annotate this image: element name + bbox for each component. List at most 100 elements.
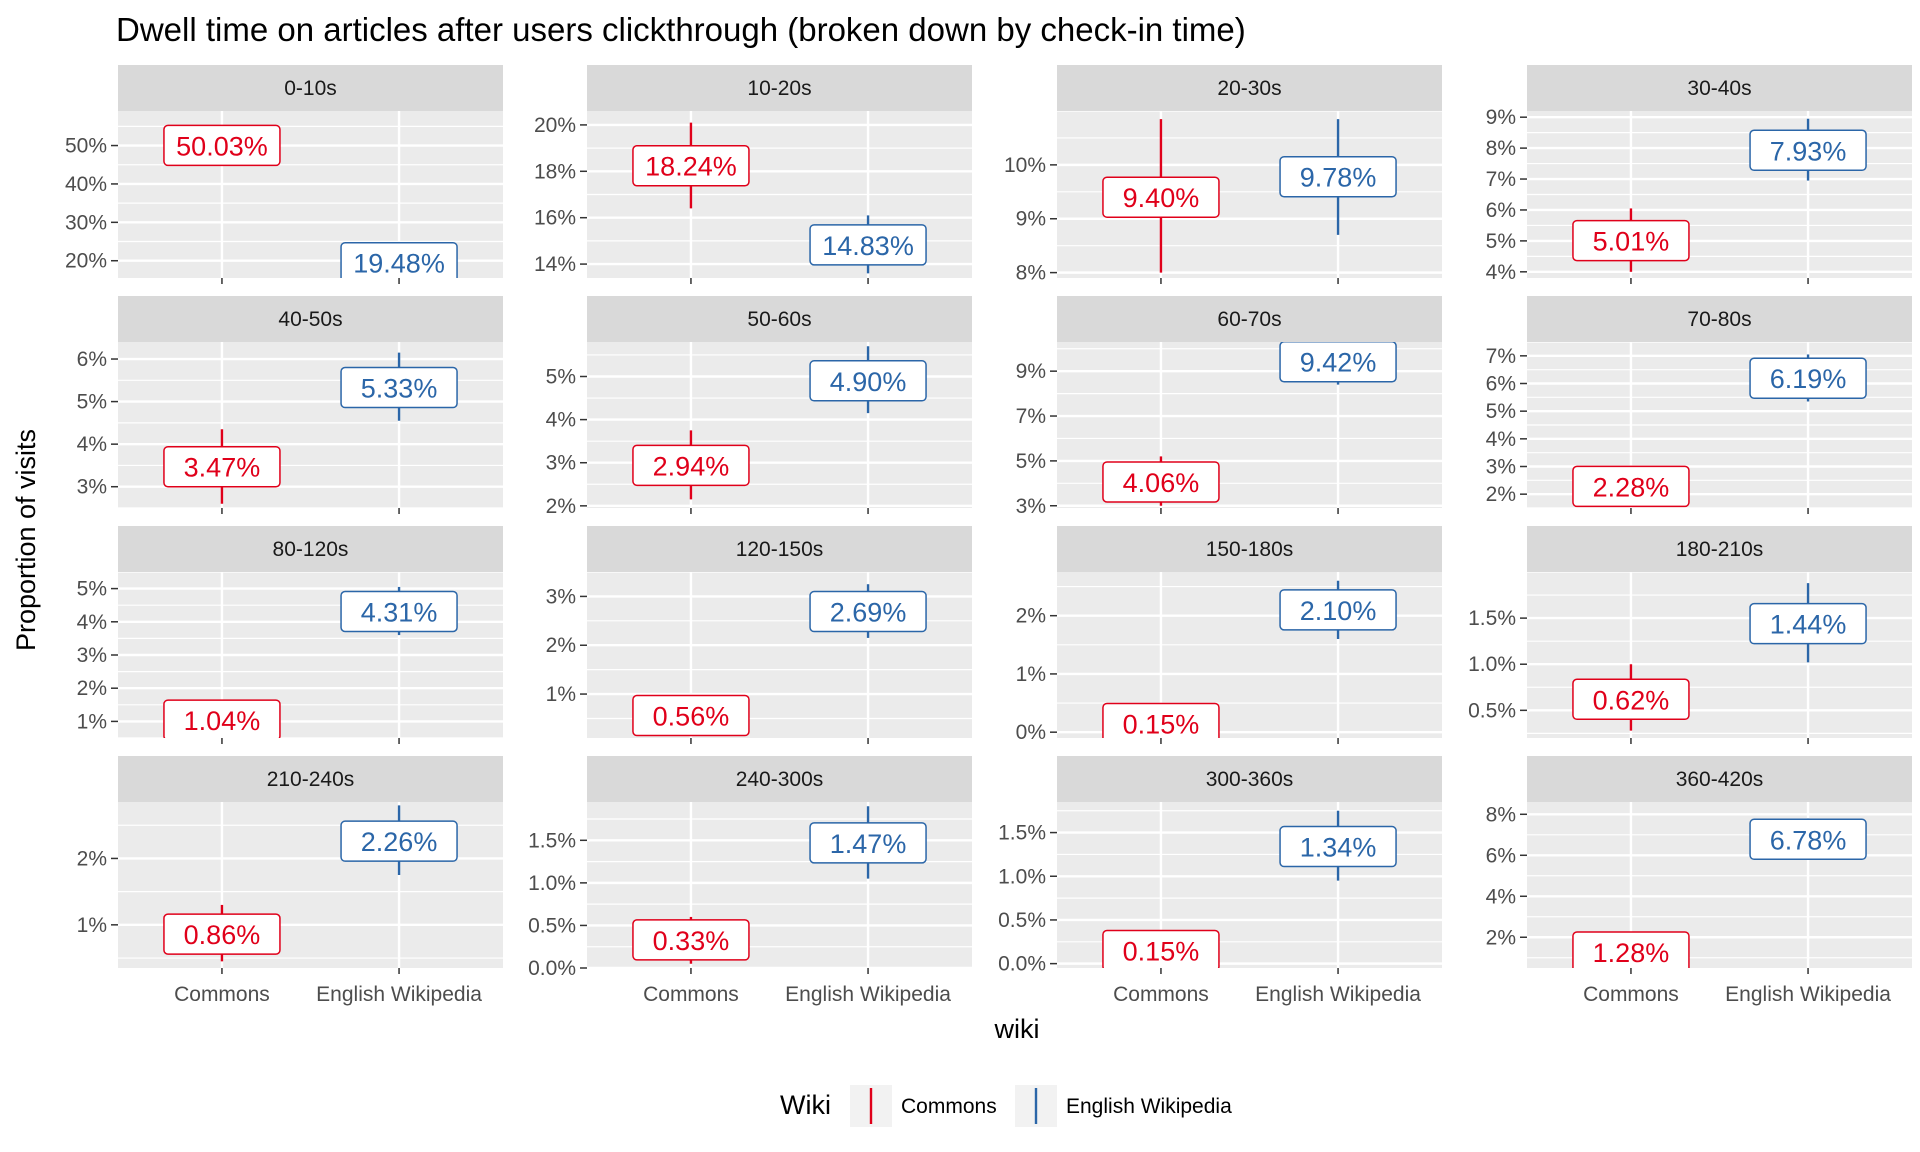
facet-strip-label: 180-210s: [1676, 538, 1764, 561]
data-label-box: [340, 820, 458, 862]
y-tick-label: 6%: [1486, 373, 1516, 396]
y-tick-label: 0.0%: [998, 953, 1046, 976]
data-label: 2.69%: [830, 598, 907, 628]
y-tick-label: 6%: [77, 348, 107, 371]
y-tick-label: 0.0%: [528, 957, 576, 980]
y-tick-label: 6%: [1486, 199, 1516, 222]
x-tick-label: English Wikipedia: [316, 983, 482, 1006]
y-tick-label: 9%: [1016, 360, 1046, 383]
facet-panel: 10-20s 14% 16% 18% 20% 18.24% 14.83%: [534, 65, 972, 284]
data-label-box: [1102, 461, 1220, 503]
x-tick-label: Commons: [1583, 983, 1679, 1006]
data-label: 1.28%: [1593, 938, 1670, 968]
y-tick-label: 1.0%: [1468, 653, 1516, 676]
data-label: 2.94%: [653, 451, 730, 481]
data-label-box: [1279, 589, 1397, 631]
facet-strip: [1057, 296, 1442, 342]
y-tick-label: 10%: [1004, 154, 1046, 177]
data-marks: 0.33% 1.47%: [632, 806, 927, 964]
y-tick-label: 9%: [1016, 208, 1046, 231]
facet-strip-label: 20-30s: [1217, 77, 1281, 100]
data-label: 50.03%: [176, 131, 268, 161]
facet-strip-label: 240-300s: [736, 768, 824, 791]
data-label: 9.78%: [1300, 163, 1377, 193]
facet-strip-label: 120-150s: [736, 538, 824, 561]
y-tick-label: 2%: [546, 634, 576, 657]
chart-title: Dwell time on articles after users click…: [116, 11, 1246, 48]
y-tick-label: 5%: [1016, 450, 1046, 473]
y-tick-label: 8%: [1016, 262, 1046, 285]
facet-strip-label: 30-40s: [1687, 77, 1751, 100]
y-tick-label: 3%: [546, 452, 576, 475]
data-label-box: [1749, 818, 1867, 861]
y-tick-label: 4%: [77, 611, 107, 634]
y-tick-label: 1.5%: [1468, 607, 1516, 630]
data-label-box: [809, 822, 927, 864]
facet-strip-label: 360-420s: [1676, 768, 1764, 791]
data-label-box: [1749, 602, 1867, 645]
facet-panel: 40-50s 3% 4% 5% 6% 3.47% 5.33%: [77, 296, 503, 514]
data-label: 7.93%: [1770, 136, 1847, 166]
y-tick-label: 2%: [1486, 926, 1516, 949]
y-tick-label: 5%: [77, 578, 107, 601]
data-label-box: [340, 366, 458, 409]
y-tick-label: 1.5%: [528, 829, 576, 852]
data-label: 0.86%: [184, 920, 261, 950]
y-tick-label: 1%: [1016, 663, 1046, 686]
data-label: 2.28%: [1593, 472, 1670, 502]
data-label: 5.33%: [361, 374, 438, 404]
y-tick-label: 0.5%: [1468, 699, 1516, 722]
facet-strip: [118, 526, 503, 572]
data-marks: 2.94% 4.90%: [632, 346, 927, 500]
y-tick-label: 50%: [65, 135, 107, 158]
y-tick-label: 14%: [534, 253, 576, 276]
y-tick-label: 2%: [546, 495, 576, 518]
data-label-box: [163, 699, 281, 738]
facet-strip-label: 50-60s: [747, 308, 811, 331]
facet-strip-label: 300-360s: [1206, 768, 1294, 791]
y-tick-label: 0.5%: [528, 914, 576, 937]
data-label-box: [1102, 702, 1220, 738]
y-tick-label: 1%: [77, 914, 107, 937]
data-label: 1.04%: [184, 706, 261, 736]
data-label-box: [632, 694, 750, 737]
y-tick-label: 0%: [1016, 721, 1046, 744]
y-tick-label: 3%: [1486, 456, 1516, 479]
data-label-box: [1572, 465, 1690, 508]
y-axis-title: Proportion of visits: [11, 429, 41, 651]
data-label-box: [340, 590, 458, 633]
facet-panel: 60-70s 3% 5% 7% 9% 4.06% 9.42%: [1016, 296, 1442, 518]
data-marks: 50.03% 19.48%: [163, 124, 458, 279]
facet-strip: [587, 756, 972, 802]
facet-grid: 0-10s 20% 30% 40% 50% 50.03% 19.48% 10-20s 14% 16…: [65, 65, 1912, 1006]
facet-strip: [118, 296, 503, 342]
data-label: 19.48%: [353, 249, 445, 279]
y-tick-label: 5%: [77, 391, 107, 414]
legend-entry: English Wikipedia: [1015, 1085, 1232, 1127]
y-tick-label: 4%: [546, 409, 576, 432]
facet-panel: 120-150s 1% 2% 3% 0.56% 2.69%: [546, 526, 972, 744]
data-label-box: [163, 913, 281, 955]
y-tick-label: 2%: [77, 677, 107, 700]
data-label: 9.42%: [1300, 348, 1377, 378]
y-tick-label: 3%: [1016, 495, 1046, 518]
y-tick-label: 7%: [1486, 345, 1516, 368]
facet-strip: [587, 526, 972, 572]
data-marks: 18.24% 14.83%: [632, 122, 927, 274]
data-label: 18.24%: [645, 152, 737, 182]
data-label: 9.40%: [1123, 183, 1200, 213]
facet-strip: [1527, 526, 1912, 572]
y-tick-label: 7%: [1486, 168, 1516, 191]
data-label-box: [1102, 929, 1220, 968]
data-marks: 0.15% 2.10%: [1102, 580, 1397, 738]
data-label: 6.19%: [1770, 364, 1847, 394]
data-label-box: [632, 144, 750, 187]
facet-strip: [1527, 756, 1912, 802]
data-label-box: [632, 444, 750, 487]
x-tick-label: English Wikipedia: [1255, 983, 1421, 1006]
data-marks: 3.47% 5.33%: [163, 352, 458, 504]
data-label: 4.31%: [361, 598, 438, 628]
data-label: 3.47%: [184, 453, 261, 483]
data-label-box: [1279, 825, 1397, 868]
x-tick-label: Commons: [643, 983, 739, 1006]
